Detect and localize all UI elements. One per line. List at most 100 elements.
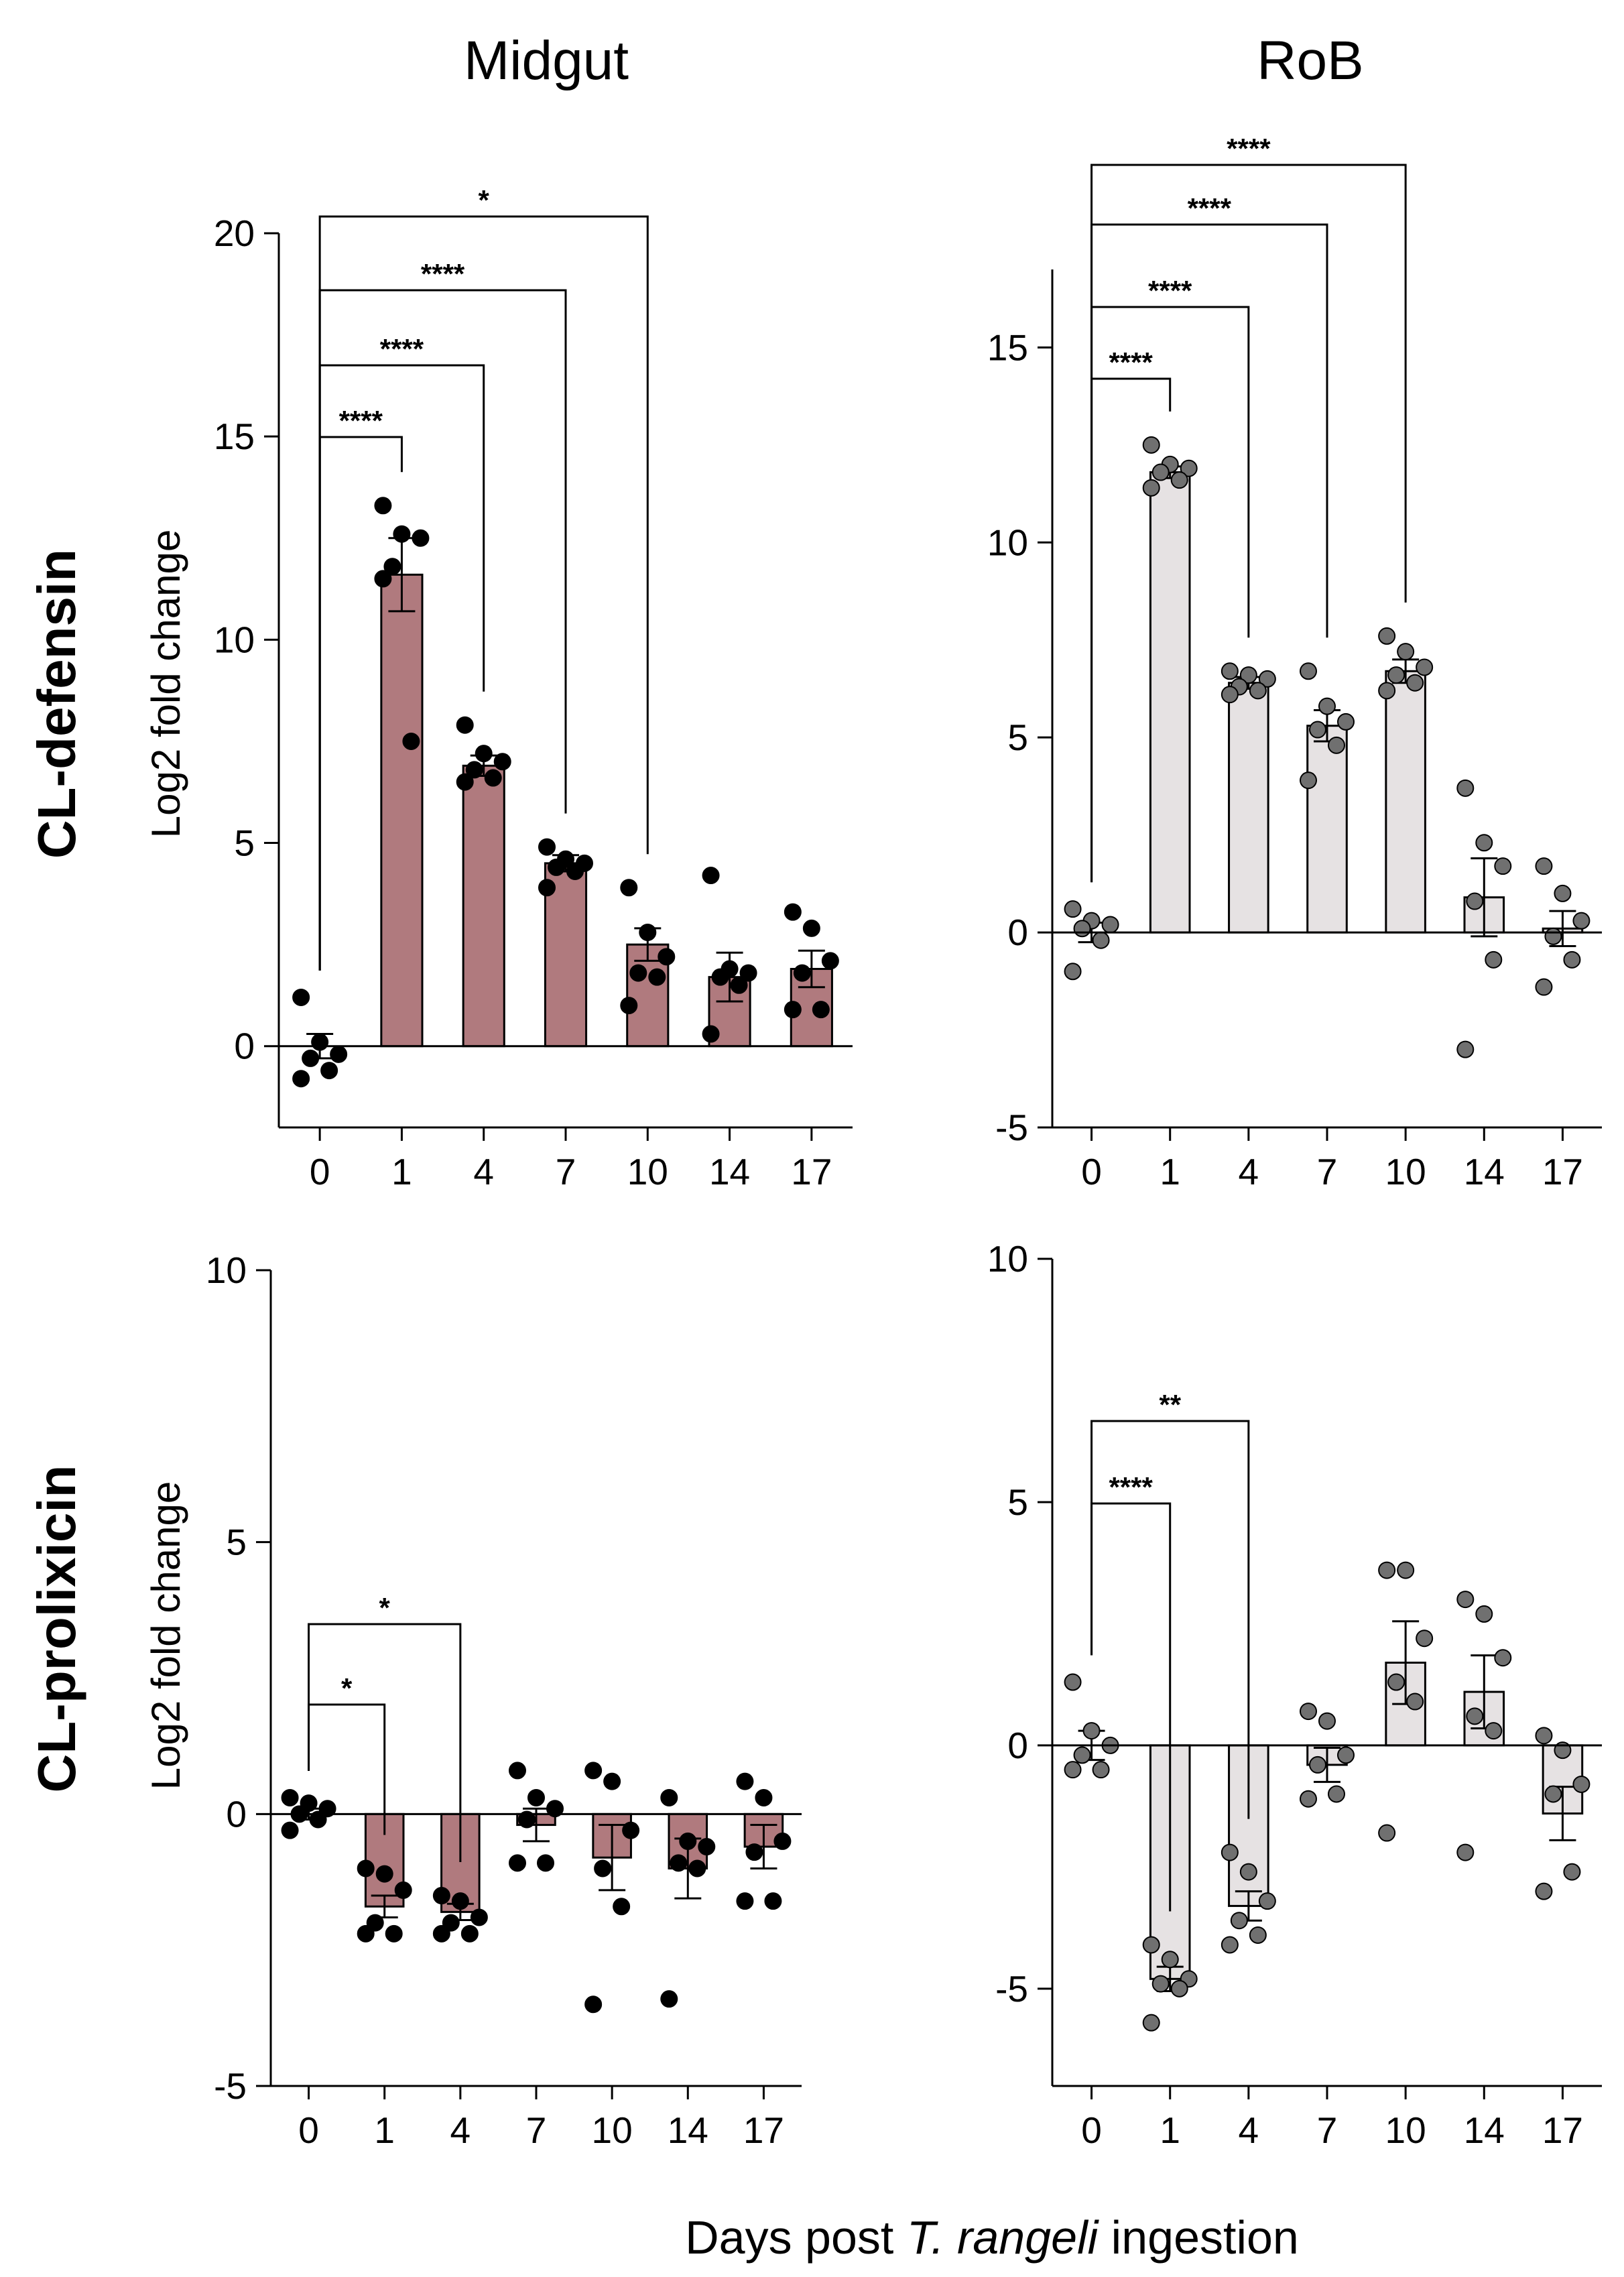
data-point (330, 1045, 348, 1063)
data-point (613, 1898, 631, 1916)
y-tick-label: -5 (995, 1968, 1028, 2010)
data-point (1064, 900, 1082, 918)
data-point (456, 716, 474, 734)
data-point (292, 988, 310, 1006)
data-point (1142, 2014, 1160, 2032)
y-tick-label: 0 (1007, 1725, 1028, 1766)
data-point (1180, 459, 1198, 477)
data-point (1475, 834, 1493, 852)
y-tick-label: 0 (226, 1793, 247, 1835)
data-point (1466, 892, 1484, 910)
data-point (537, 1854, 554, 1872)
data-point (1535, 857, 1553, 875)
data-point (484, 769, 502, 787)
data-point (1485, 950, 1503, 969)
data-point (383, 558, 401, 576)
data-point (1309, 721, 1326, 739)
data-point (812, 1001, 830, 1019)
data-point (1258, 670, 1276, 688)
significance-bracket (318, 289, 567, 971)
data-point (658, 948, 676, 966)
data-point (620, 997, 638, 1015)
significance-bracket (1090, 164, 1407, 883)
data-point (1221, 1936, 1239, 1954)
data-point (1092, 931, 1110, 949)
x-tick-label: 17 (1542, 2109, 1583, 2151)
y-tick-label: 5 (1007, 717, 1028, 758)
data-point (594, 1859, 612, 1878)
data-point (1142, 1936, 1160, 1954)
data-point (784, 903, 802, 921)
data-point (1535, 1882, 1553, 1900)
data-point (584, 1995, 603, 2014)
data-point (1170, 471, 1188, 489)
data-point (1328, 1785, 1345, 1803)
x-tick-label: 7 (1317, 2109, 1338, 2151)
data-point (1142, 436, 1160, 454)
significance-label: **** (1109, 1471, 1153, 1503)
data-point (1221, 1843, 1239, 1861)
data-point (465, 761, 483, 779)
x-tick-label: 10 (592, 2109, 633, 2151)
significance-label: * (379, 1592, 391, 1623)
bar-day-7 (1306, 725, 1348, 934)
data-point (292, 1070, 310, 1088)
y-tick-label: 20 (214, 212, 255, 254)
data-point (793, 964, 811, 982)
x-tick-label: 14 (668, 2109, 708, 2151)
bar-day-4 (1228, 682, 1269, 934)
x-tick-label: 0 (1081, 2109, 1102, 2151)
y-tick-label: 5 (226, 1522, 247, 1563)
data-point (584, 1762, 603, 1780)
significance-bracket (1090, 1420, 1250, 1819)
y-tick-label: -5 (995, 1107, 1028, 1148)
data-point (736, 1892, 754, 1910)
data-point (509, 1854, 526, 1872)
y-axis-label-midgut-defensin: Log2 fold change (143, 530, 188, 838)
data-point (1300, 662, 1317, 680)
data-point (281, 1821, 299, 1839)
x-tick-label: 4 (473, 1151, 494, 1192)
data-point (566, 862, 584, 880)
data-point (509, 1762, 526, 1780)
y-axis-label-midgut-prolixicin: Log2 fold change (143, 1481, 188, 1790)
significance-label: * (479, 184, 490, 216)
column-title-midgut: Midgut (464, 30, 629, 91)
data-point (784, 1001, 802, 1019)
data-point (1318, 697, 1336, 715)
column-title-rob: RoB (1257, 30, 1364, 91)
x-axis-label-suffix: ingestion (1098, 2211, 1299, 2264)
x-axis-label-prefix: Days post (685, 2211, 907, 2264)
data-point (1378, 1824, 1396, 1842)
data-point (1563, 1863, 1581, 1881)
data-point (374, 497, 392, 515)
significance-label: **** (1227, 133, 1271, 164)
data-point (281, 1788, 299, 1806)
data-point (538, 838, 556, 856)
data-point (1300, 772, 1317, 790)
y-tick-label: 15 (214, 416, 255, 457)
data-point (1300, 1790, 1317, 1808)
data-point (1064, 963, 1082, 981)
bar-day-10 (1385, 670, 1426, 934)
x-tick-label: 14 (709, 1151, 750, 1192)
x-tick-label: 0 (1081, 1151, 1102, 1192)
data-point (711, 968, 729, 986)
x-axis-label-species: T. rangeli (907, 2211, 1100, 2264)
data-point (432, 1924, 450, 1943)
data-point (393, 525, 411, 543)
data-point (1475, 1605, 1493, 1623)
data-point (1337, 1746, 1355, 1764)
data-point (730, 976, 748, 994)
data-point (1300, 1703, 1317, 1721)
x-tick-label: 17 (1542, 1151, 1583, 1192)
data-point (1239, 1863, 1257, 1881)
data-point (456, 773, 474, 791)
data-point (679, 1832, 697, 1850)
x-tick-label: 1 (1160, 1151, 1180, 1192)
data-point (1101, 916, 1119, 934)
data-point (527, 1788, 545, 1806)
significance-label: * (341, 1672, 353, 1704)
